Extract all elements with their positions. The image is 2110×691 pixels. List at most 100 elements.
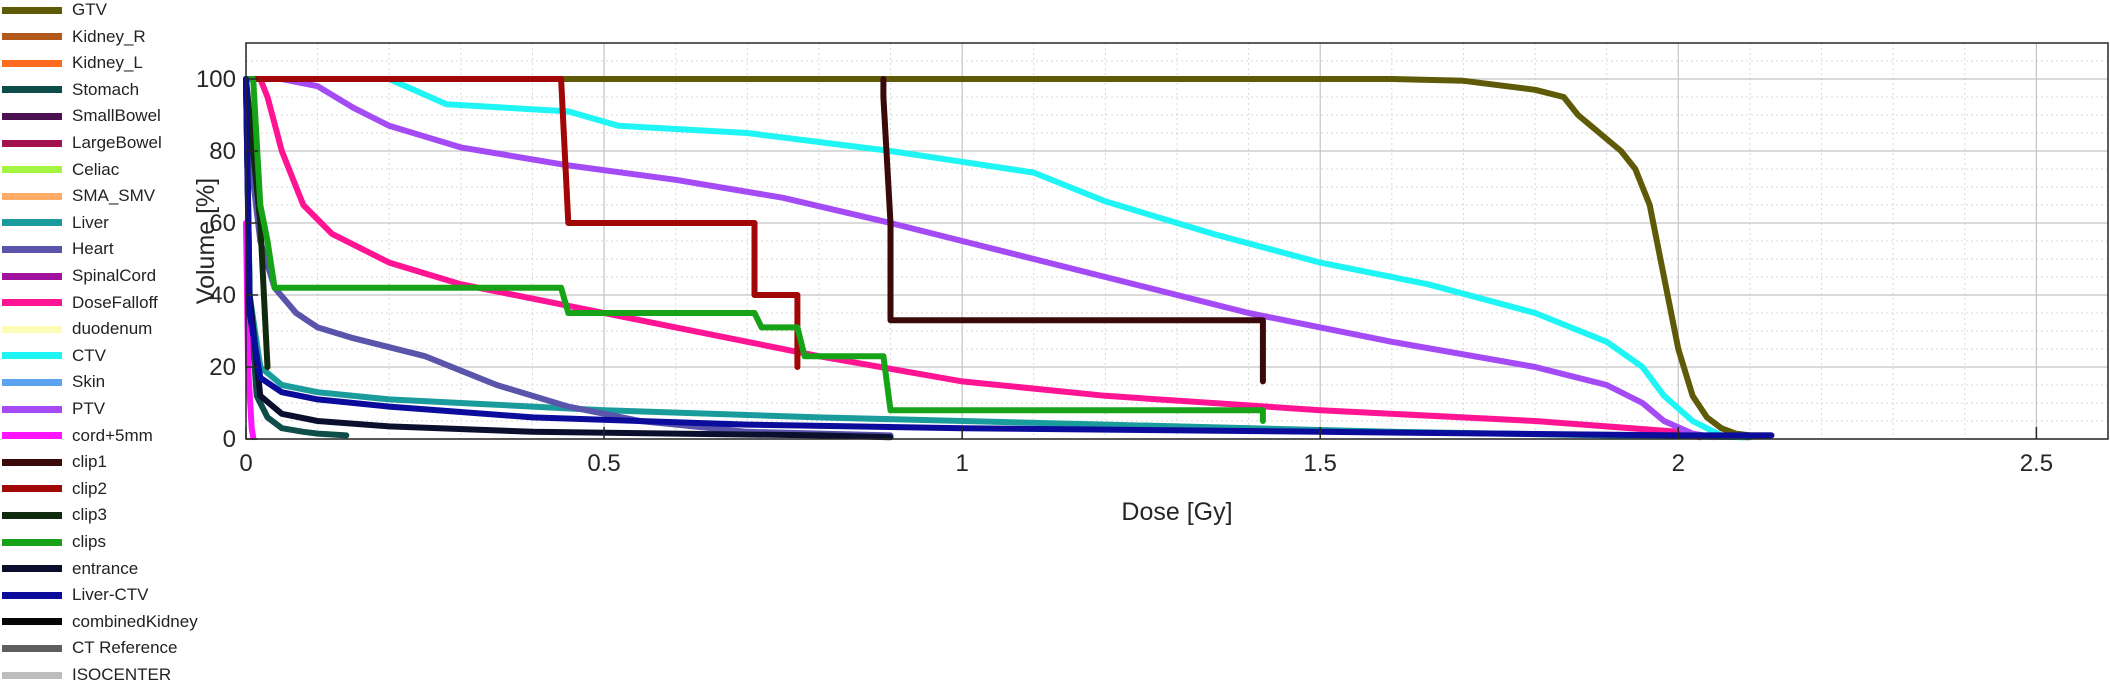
legend-item: SMA_SMV: [0, 183, 155, 209]
legend-item: CTV: [0, 343, 106, 369]
legend-label: Heart: [72, 239, 114, 259]
legend-swatch: [2, 378, 62, 386]
legend-item: PTV: [0, 396, 105, 422]
legend-label: SpinalCord: [72, 266, 157, 285]
legend-label: ISOCENTER: [72, 665, 172, 684]
legend-swatch: [2, 272, 62, 280]
legend-swatch: [2, 432, 62, 440]
legend-swatch: [2, 139, 62, 147]
legend-label: cord+5mm: [72, 425, 153, 445]
legend-item: GTV: [0, 0, 107, 23]
legend-label: combinedKidney: [72, 611, 198, 631]
legend-label: Kidney_R: [72, 26, 146, 46]
series-line-clip1: [880, 76, 1266, 385]
legend-item: clip2: [0, 476, 107, 502]
legend-swatch: [2, 458, 62, 466]
legend-item: cord+5mm: [0, 423, 153, 449]
legend-swatch: [2, 166, 62, 174]
legend-item: entrance: [0, 556, 138, 582]
legend-item: SmallBowel: [0, 103, 161, 129]
x-axis-label: Dose [Gy]: [1121, 498, 1232, 526]
y-tick-label: 80: [209, 138, 236, 165]
x-tick-labels: 0 0.5 1 1.5 2 2.5: [239, 450, 2053, 477]
series-line-ctv: [243, 76, 1746, 441]
x-tick-label: 1: [955, 450, 968, 477]
x-tick-label: 0.5: [587, 450, 620, 477]
legend-item: combinedKidney: [0, 609, 198, 635]
legend-label: DoseFalloff: [72, 292, 158, 312]
legend-item: ISOCENTER: [0, 662, 171, 688]
series-line-gtv: [243, 76, 1775, 439]
legend-item: duodenum: [0, 316, 152, 342]
series-line-clips: [243, 76, 1266, 424]
legend-label: entrance: [72, 558, 139, 578]
legend-swatch: [2, 591, 62, 599]
tick-marks: [245, 78, 2038, 440]
y-tick-label: 60: [209, 210, 236, 237]
legend-item: Celiac: [0, 157, 119, 183]
legend-swatch: [2, 352, 62, 360]
legend-item: Heart: [0, 236, 114, 262]
x-tick-label: 2: [1672, 450, 1685, 477]
legend-label: CT Reference: [72, 638, 178, 658]
legend-label: SMA_SMV: [72, 186, 156, 206]
legend-item: SpinalCord: [0, 263, 156, 289]
legend-item: Liver: [0, 210, 109, 236]
legend-item: clips: [0, 529, 106, 555]
x-tick-label: 2.5: [2020, 450, 2053, 477]
legend-item: LargeBowel: [0, 130, 162, 156]
legend-swatch: [2, 511, 62, 519]
legend-swatch: [2, 299, 62, 307]
x-tick-label: 1.5: [1304, 450, 1337, 477]
y-tick-label: 40: [209, 282, 236, 309]
x-tick-label: 0: [239, 450, 252, 477]
legend-label: clip2: [72, 478, 107, 498]
legend-swatch: [2, 405, 62, 413]
legend-swatch: [2, 565, 62, 573]
y-axis-label: Volume [%]: [192, 178, 220, 304]
legend-label: PTV: [72, 399, 106, 418]
legend-swatch: [2, 644, 62, 652]
legend-swatch: [2, 86, 62, 94]
legend-label: clips: [72, 532, 107, 551]
legend-item: Kidney_R: [0, 24, 146, 50]
legend-label: Liver-CTV: [72, 585, 149, 605]
legend-swatch: [2, 538, 62, 546]
series-lines: [243, 76, 1775, 441]
chart-legend: GTV Kidney_R Kidney_L Stomach SmallBowel Larg…: [0, 0, 230, 691]
y-tick-label: 0: [223, 426, 236, 453]
legend-label: Liver: [72, 212, 109, 232]
legend-label: clip1: [72, 452, 107, 472]
legend-item: Liver-CTV: [0, 582, 149, 608]
series-line-liver-ctv: [243, 76, 1775, 439]
plot-area-border: [245, 42, 2109, 440]
legend-item: clip1: [0, 449, 107, 475]
legend-label: Skin: [72, 372, 106, 392]
y-tick-label: 100: [196, 66, 236, 93]
series-line-clip2: [243, 76, 801, 370]
legend-swatch: [2, 245, 62, 253]
legend-swatch: [2, 671, 62, 679]
legend-label: LargeBowel: [72, 133, 162, 152]
legend-label: Celiac: [72, 159, 120, 179]
legend-label: Kidney_L: [72, 53, 143, 73]
legend-label: Stomach: [72, 79, 140, 99]
legend-swatch: [2, 618, 62, 626]
legend-swatch: [2, 112, 62, 120]
legend-label: GTV: [72, 0, 107, 19]
legend-label: CTV: [72, 345, 106, 365]
legend-swatch: [2, 6, 62, 14]
legend-swatch: [2, 325, 62, 333]
legend-swatch: [2, 192, 62, 200]
legend-item: Stomach: [0, 77, 139, 103]
legend-item: DoseFalloff: [0, 290, 158, 316]
legend-swatch: [2, 219, 62, 227]
legend-item: clip3: [0, 502, 107, 528]
legend-label: SmallBowel: [72, 106, 161, 126]
series-line-ptv: [243, 76, 1718, 441]
y-tick-label: 20: [209, 354, 236, 381]
legend-label: clip3: [72, 505, 107, 525]
minor-grid: [246, 43, 2108, 439]
legend-item: CT Reference: [0, 635, 178, 661]
